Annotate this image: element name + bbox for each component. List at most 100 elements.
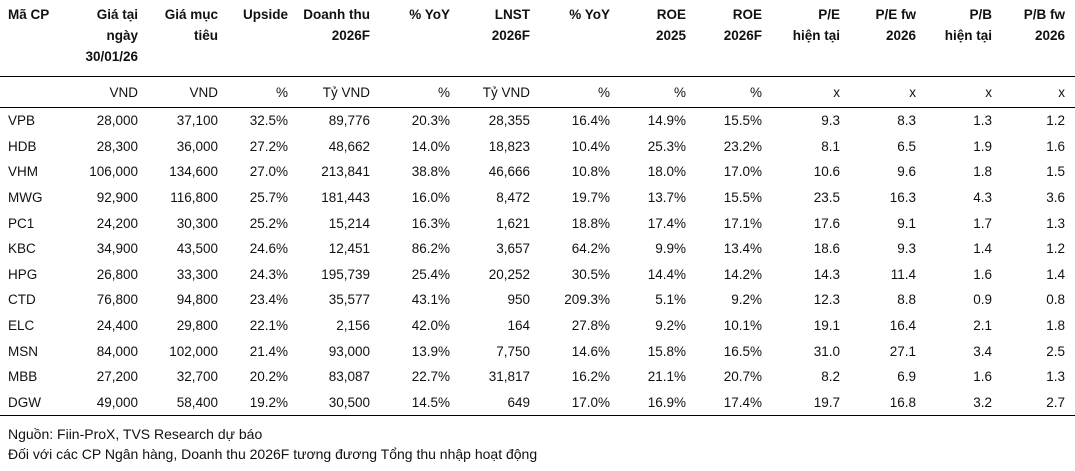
value-cell: 16.5% [723,343,762,359]
ticker-cell: PC1 [8,215,35,231]
value-cell: 9.9% [655,241,686,257]
value-cell: 24,200 [96,215,138,231]
value-cell: 1.3 [973,113,992,129]
value-cell: 7,750 [496,343,530,359]
value-cell: 15.8% [647,343,686,359]
value-cell: 76,800 [96,292,138,308]
value-cell: 27,200 [96,369,138,385]
value-cell: 9.1 [897,215,916,231]
value-cell: 2.1 [973,318,992,334]
value-cell: 17.6 [813,215,840,231]
value-cell: 86.2% [411,241,450,257]
column-header: Giá mục tiêu [148,0,228,77]
unit-cell: % [696,76,772,108]
value-cell: 14.9% [647,113,686,129]
value-cell: 9.6 [897,164,916,180]
ticker-cell: CTD [8,292,36,308]
value-cell: 93,000 [328,343,370,359]
value-cell: 16.4 [889,318,916,334]
value-cell: 106,000 [89,164,138,180]
value-cell: 21.4% [249,343,288,359]
value-cell: 15.5% [723,113,762,129]
table-row: VPB 28,000 37,100 32.5% 89,776 20.3% 28,355 16.… [0,108,1075,134]
value-cell: 25.3% [647,138,686,154]
value-cell: 116,800 [170,190,218,206]
value-cell: 195,739 [321,266,370,282]
value-cell: 16.9% [620,389,696,417]
value-cell: 27.0% [249,164,288,180]
unit-cell: % [228,76,298,108]
value-cell: 24,400 [96,318,138,334]
value-cell: 102,000 [169,343,218,359]
unit-cell: x [850,76,926,108]
value-cell: 1.6 [973,369,992,385]
value-cell: 18,823 [488,138,530,154]
value-cell: 134,600 [169,164,218,180]
value-cell: 18.0% [647,164,686,180]
value-cell: 10.6 [813,164,840,180]
value-cell: 42.0% [411,318,450,334]
value-cell: 17.0% [540,389,620,417]
value-cell: 30,500 [298,389,380,417]
value-cell: 20,252 [488,266,530,282]
value-cell: 164 [507,318,530,334]
ticker-cell: ELC [8,318,35,334]
unit-cell: VND [148,76,228,108]
value-cell: 1.3 [1046,215,1065,231]
value-cell: 181,443 [321,190,370,206]
value-cell: 1.5 [1046,164,1065,180]
value-cell: 17.4% [696,389,772,417]
value-cell: 92,900 [96,190,138,206]
column-header: ROE 2025 [620,0,696,77]
value-cell: 1.6 [973,266,992,282]
value-cell: 1.8 [973,164,992,180]
value-cell: 16.4% [571,113,610,129]
value-cell: 13.9% [411,343,450,359]
value-cell: 43.1% [411,292,450,308]
unit-cell: x [926,76,1002,108]
value-cell: 14.4% [647,266,686,282]
value-cell: 3,657 [496,241,530,257]
column-header-line: ngày [106,28,138,43]
unit-cell: % [540,76,620,108]
value-cell: 18.6 [813,241,840,257]
value-cell: 23.4% [249,292,288,308]
column-header-line: Doanh thu [303,7,370,22]
column-header-line: tiêu [193,28,218,43]
unit-cell [0,76,68,108]
column-header-line: Mã CP [8,7,50,22]
value-cell: 25.4% [411,266,450,282]
column-header-line: P/B [969,7,992,22]
column-header-line: 2026F [723,28,762,43]
ticker-cell: HDB [8,138,37,154]
table-row: DGW 49,000 58,400 19.2% 30,500 14.5% 649 17.0% 1… [0,389,1075,417]
source-note: Nguồn: Fiin-ProX, TVS Research dự báo [8,426,263,442]
ticker-cell: KBC [8,241,36,257]
unit-cell: Tỷ VND [298,76,380,108]
value-cell: 30.5% [571,266,610,282]
value-cell: 23.5 [813,190,840,206]
value-cell: 19.7% [571,190,610,206]
stock-valuation-table: Mã CP Giá tại ngày 30/01/26 Giá mục tiêu Upsid… [0,0,1075,417]
column-header-line: 2026 [885,28,916,43]
ticker-cell: VPB [8,113,36,129]
value-cell: 8.8 [897,292,916,308]
value-cell: 37,100 [176,113,218,129]
value-cell: 25.7% [249,190,288,206]
value-cell: 8.3 [897,113,916,129]
value-cell: 21.1% [647,369,686,385]
table-row: HPG 26,800 33,300 24.3% 195,739 25.4% 20,252 30… [0,262,1075,288]
value-cell: 950 [507,292,530,308]
value-cell: 15.5% [723,190,762,206]
value-cell: 16.0% [411,190,450,206]
value-cell: 29,800 [176,318,218,334]
value-cell: 94,800 [176,292,218,308]
value-cell: 16.2% [571,369,610,385]
footnotes: Nguồn: Fiin-ProX, TVS Research dự báo Đố… [8,424,537,464]
value-cell: 1.9 [973,138,992,154]
value-cell: 27.2% [249,138,288,154]
value-cell: 49,000 [68,389,148,417]
unit-cell: % [620,76,696,108]
column-header-line: P/E fw [875,7,916,22]
column-header-line: P/B fw [1023,7,1065,22]
